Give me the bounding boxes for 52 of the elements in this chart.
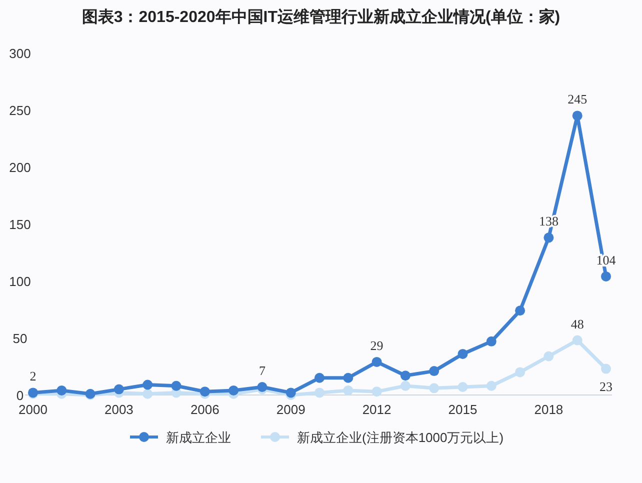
point: [343, 372, 354, 383]
point: [142, 388, 153, 399]
point: [343, 385, 354, 396]
x-tick-label: 2000: [18, 402, 48, 417]
point: [286, 388, 296, 398]
point: [486, 380, 496, 391]
point: [544, 351, 554, 362]
point: [601, 271, 611, 282]
point: [458, 382, 468, 392]
y-tick-label: 150: [9, 217, 31, 232]
point: [372, 386, 382, 397]
y-tick-label: 200: [9, 160, 31, 175]
chart-title: 图表3：2015-2020年中国IT运维管理行业新成立企业情况(单位：家): [82, 7, 560, 26]
x-tick-label: 2015: [448, 402, 478, 417]
data-label: 245: [568, 92, 588, 107]
x-tick-label: 2018: [534, 402, 564, 417]
point: [544, 232, 554, 243]
x-tick-label: 2012: [362, 402, 392, 417]
point: [400, 380, 410, 391]
point: [314, 388, 324, 398]
point: [228, 385, 239, 396]
point: [314, 372, 324, 383]
point: [372, 356, 382, 367]
data-label: 2: [30, 368, 36, 384]
point: [142, 380, 153, 390]
y-tick-label: 50: [12, 331, 28, 346]
data-label: 23: [600, 378, 612, 394]
point: [429, 383, 440, 394]
point: [572, 335, 582, 346]
point: [515, 367, 526, 378]
point: [486, 336, 496, 346]
y-tick-label: 250: [9, 103, 31, 118]
legend-label: 新成立企业: [166, 430, 231, 445]
x-tick-label: 2003: [104, 402, 134, 417]
point: [458, 348, 468, 359]
data-label: 29: [370, 338, 384, 353]
data-label: 7: [258, 363, 266, 378]
point: [572, 110, 582, 121]
x-tick-label: 2006: [190, 402, 220, 417]
y-tick-label: 100: [9, 274, 31, 289]
legend-label: 新成立企业(注册资本1000万元以上): [297, 430, 504, 445]
point: [400, 370, 410, 381]
point: [171, 380, 182, 391]
point: [515, 306, 526, 316]
data-label: 48: [570, 316, 584, 332]
y-tick-label: 0: [16, 388, 24, 403]
x-tick-label: 2009: [276, 402, 306, 417]
point: [601, 364, 611, 374]
y-tick-label: 300: [9, 46, 31, 61]
point: [56, 385, 67, 396]
point: [114, 384, 124, 394]
point: [429, 366, 440, 376]
